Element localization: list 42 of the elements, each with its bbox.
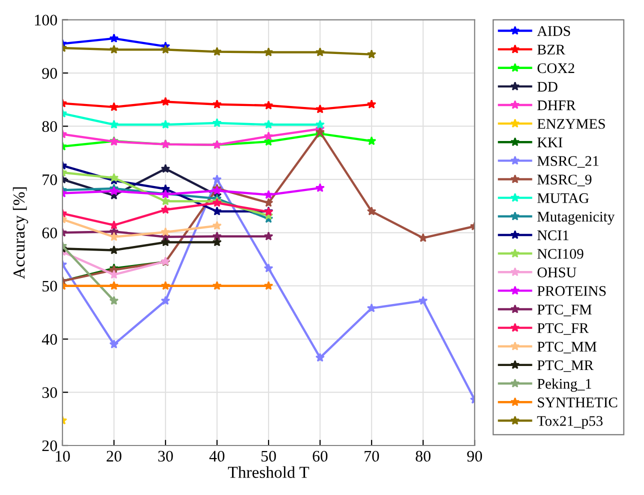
y-tick-label: 20 bbox=[42, 440, 57, 452]
y-tick-label: 90 bbox=[42, 68, 57, 79]
y-tick-label: 100 bbox=[35, 14, 57, 26]
legend-label: OHSU bbox=[538, 268, 576, 278]
x-tick-label: 80 bbox=[416, 450, 430, 462]
legend-label: COX2 bbox=[538, 63, 574, 74]
x-tick-label: 90 bbox=[467, 450, 482, 462]
legend-label: Tox21_p53 bbox=[537, 416, 603, 429]
legend-label: BZR bbox=[537, 44, 566, 54]
legend-label: NCI1 bbox=[537, 230, 568, 240]
x-tick-label: 20 bbox=[106, 450, 122, 462]
x-tick-label: 70 bbox=[364, 450, 379, 462]
legend-label: AIDS bbox=[537, 26, 570, 36]
legend-label: MSRC_9 bbox=[537, 174, 592, 186]
y-tick-label: 40 bbox=[42, 334, 57, 345]
legend-label: PTC_FM bbox=[537, 304, 592, 316]
x-tick-label: 30 bbox=[158, 450, 173, 462]
legend-label: Peking_1 bbox=[537, 378, 592, 392]
legend-label: DHFR bbox=[537, 100, 576, 110]
legend-label: ENZYMES bbox=[537, 119, 605, 129]
y-tick-label: 30 bbox=[42, 387, 57, 398]
legend-label: DD bbox=[537, 82, 558, 92]
x-axis-title: Threshold T bbox=[228, 466, 310, 478]
x-tick-label: 40 bbox=[209, 450, 224, 462]
legend-label: Mutagenicity bbox=[537, 212, 615, 225]
legend-label: PTC_MM bbox=[537, 342, 596, 354]
legend-label: SYNTHETIC bbox=[538, 398, 618, 408]
legend-label: NCI109 bbox=[537, 248, 584, 259]
y-tick-label: 50 bbox=[42, 280, 57, 292]
x-tick-label: 60 bbox=[312, 450, 328, 462]
legend-label: MUTAG bbox=[537, 193, 589, 204]
legend-label: MSRC_21 bbox=[537, 156, 598, 168]
y-tick-label: 60 bbox=[42, 228, 57, 238]
y-tick-label: 70 bbox=[42, 174, 57, 186]
y-tick-label: 80 bbox=[42, 121, 57, 132]
y-axis-title: Accuracy [%] bbox=[12, 187, 28, 279]
x-tick-label: 10 bbox=[56, 450, 70, 462]
legend-label: PROTEINS bbox=[537, 286, 606, 296]
legend-label: KKI bbox=[537, 138, 562, 148]
legend-label: PTC_FR bbox=[537, 323, 589, 335]
legend-label: PTC_MR bbox=[537, 360, 594, 372]
x-tick-label: 50 bbox=[261, 450, 276, 462]
